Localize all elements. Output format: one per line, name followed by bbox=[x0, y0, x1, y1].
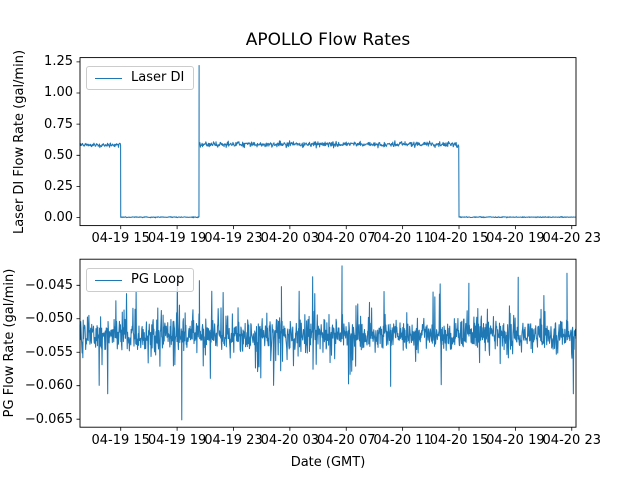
tick-marks bbox=[76, 284, 573, 431]
x-tick-label: 04-20 19 bbox=[486, 432, 545, 448]
x-tick-label: 04-20 11 bbox=[373, 432, 432, 448]
x-tick-label: 04-20 19 bbox=[486, 231, 545, 247]
legend-laser-di: Laser DI bbox=[86, 66, 195, 90]
x-tick-label: 04-20 07 bbox=[317, 432, 376, 448]
y-tick-label: 1.00 bbox=[44, 85, 73, 101]
x-tick-label: 04-19 19 bbox=[147, 432, 207, 448]
legend-line-sample bbox=[95, 77, 122, 79]
bottom-y-axis-label: PG Flow Rate (gal/min) bbox=[2, 268, 17, 418]
legend-line-sample bbox=[95, 279, 122, 281]
x-tick-label: 04-19 15 bbox=[91, 432, 150, 448]
y-tick-label: −0.045 bbox=[24, 277, 73, 293]
x-tick-label: 04-19 23 bbox=[204, 432, 263, 448]
y-tick-label: 0.50 bbox=[44, 147, 73, 163]
x-axis-label: Date (GMT) bbox=[290, 455, 366, 470]
y-tick-label: −0.055 bbox=[24, 344, 73, 360]
tick-marks bbox=[76, 61, 573, 230]
y-tick-label: −0.060 bbox=[24, 378, 73, 394]
x-tick-label: 04-20 15 bbox=[429, 231, 489, 247]
pg-loop-series-line bbox=[79, 265, 577, 421]
legend-label: PG Loop bbox=[131, 272, 185, 287]
top-y-axis-label: Laser DI Flow Rate (gal/min) bbox=[12, 49, 27, 234]
x-tick-label: 04-20 15 bbox=[429, 432, 489, 448]
y-tick-label: 0.75 bbox=[44, 116, 73, 132]
x-tick-label: 04-20 03 bbox=[260, 432, 320, 448]
y-tick-label: 0.00 bbox=[44, 210, 73, 226]
x-tick-label: 04-20 23 bbox=[542, 231, 601, 247]
y-tick-label: −0.050 bbox=[24, 311, 73, 327]
x-tick-label: 04-20 11 bbox=[373, 231, 432, 247]
y-tick-label: 1.25 bbox=[44, 54, 73, 70]
axes-spines bbox=[79, 258, 577, 428]
y-tick-label: 0.25 bbox=[44, 178, 73, 194]
laser-di-series-line bbox=[79, 65, 576, 219]
axes-spines bbox=[79, 57, 577, 227]
x-tick-label: 04-19 15 bbox=[91, 231, 150, 247]
x-tick-label: 04-19 23 bbox=[204, 231, 263, 247]
x-tick-label: 04-20 23 bbox=[542, 432, 601, 448]
x-tick-label: 04-19 19 bbox=[147, 231, 207, 247]
chart-title: APOLLO Flow Rates bbox=[245, 30, 411, 50]
legend-label: Laser DI bbox=[131, 70, 185, 85]
x-tick-label: 04-20 07 bbox=[317, 231, 376, 247]
legend-pg-loop: PG Loop bbox=[86, 268, 195, 292]
x-tick-label: 04-20 03 bbox=[260, 231, 320, 247]
y-tick-label: −0.065 bbox=[24, 411, 73, 427]
